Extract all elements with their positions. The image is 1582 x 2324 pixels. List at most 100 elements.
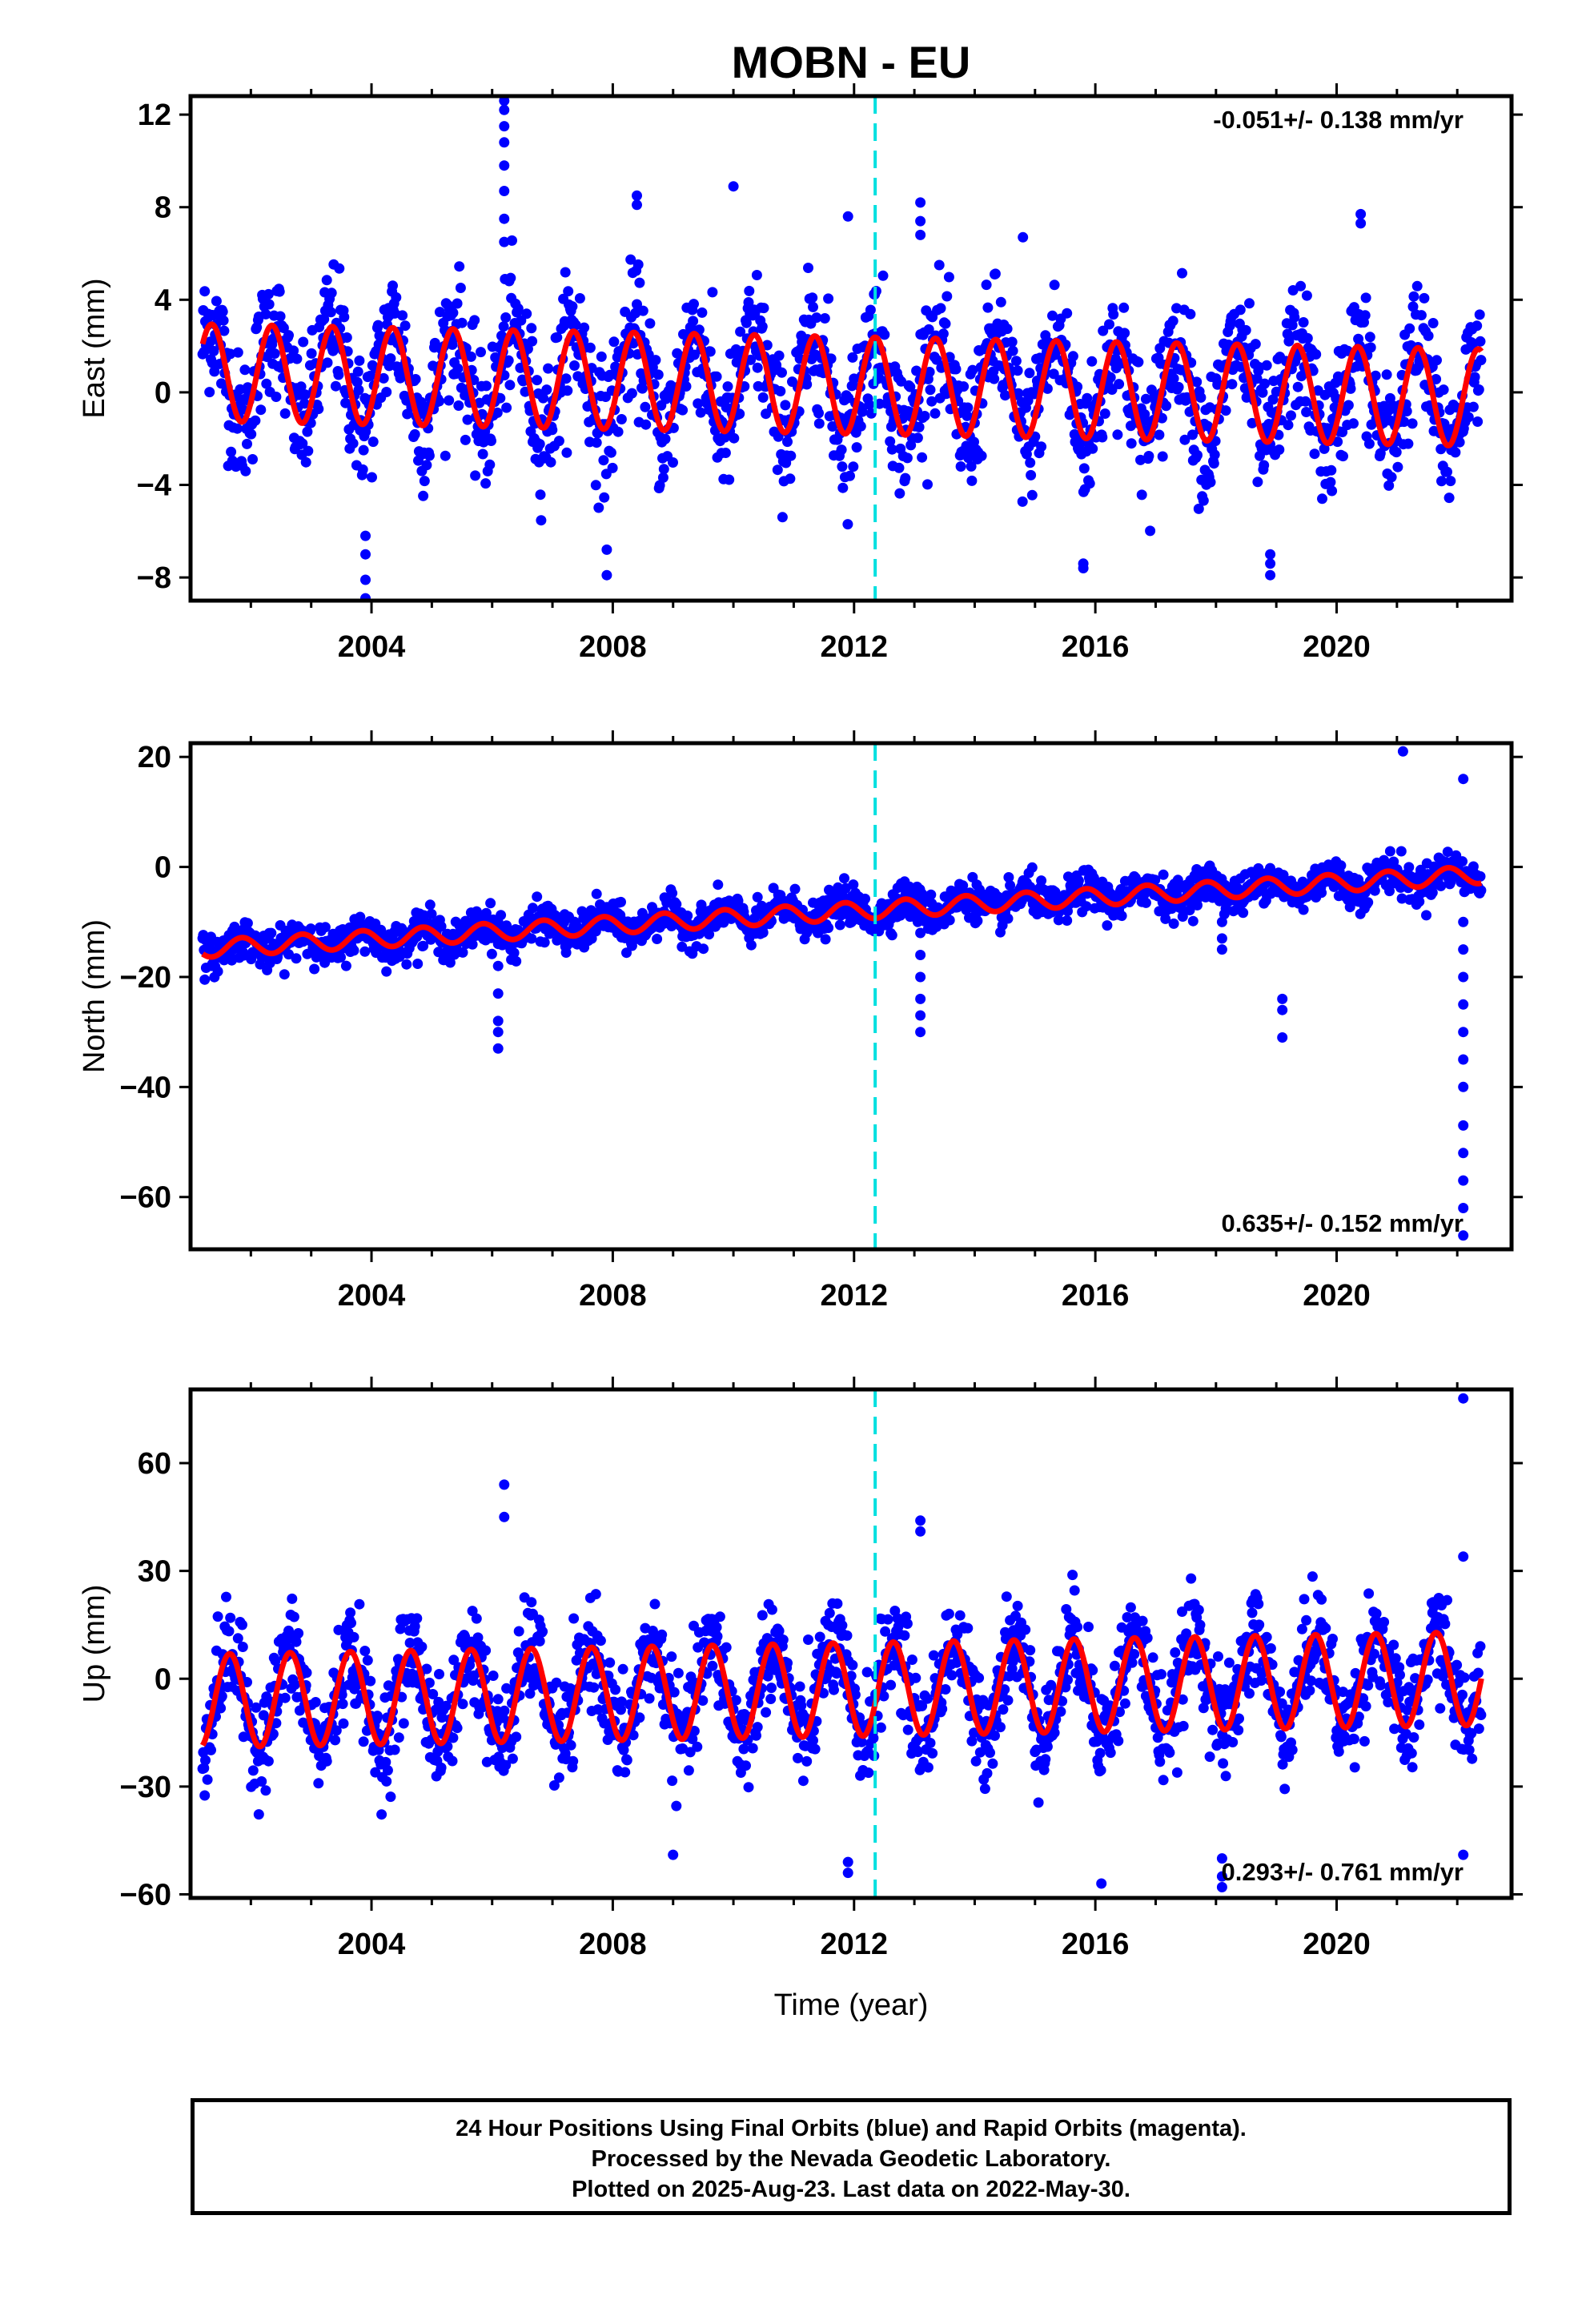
data-point (863, 1767, 874, 1779)
outlier-point (601, 544, 612, 555)
data-point (1252, 476, 1263, 488)
data-point (824, 1607, 835, 1618)
outlier-point (1458, 1081, 1469, 1092)
data-point (477, 448, 488, 460)
x-tick-label: 2020 (1303, 630, 1371, 664)
data-point (434, 307, 445, 318)
data-point (860, 893, 870, 904)
data-point (950, 364, 962, 375)
data-point (734, 408, 745, 420)
data-point (621, 1755, 632, 1766)
data-point (471, 1613, 482, 1624)
data-point (912, 432, 923, 444)
data-point (574, 293, 585, 304)
y-tick-label: −40 (120, 1071, 171, 1104)
data-point (847, 1659, 858, 1671)
data-point (924, 367, 935, 377)
data-point (535, 489, 546, 501)
data-point (354, 355, 365, 366)
data-point (713, 879, 724, 891)
data-point (946, 1670, 958, 1681)
data-point (868, 1732, 879, 1743)
data-point (1403, 862, 1415, 873)
data-point (569, 360, 580, 371)
data-point (707, 1660, 718, 1671)
data-point (1114, 379, 1125, 390)
data-point (1348, 418, 1359, 429)
data-point (935, 303, 946, 314)
data-point (612, 426, 624, 437)
data-point (470, 470, 481, 481)
data-point (507, 1753, 518, 1764)
data-point (666, 1651, 677, 1663)
data-point (204, 387, 215, 398)
data-point (1274, 444, 1285, 455)
data-point (886, 930, 897, 941)
data-point (1287, 285, 1299, 296)
data-point (1244, 298, 1255, 309)
data-point (381, 966, 392, 977)
data-point (495, 392, 506, 404)
data-point (714, 1611, 725, 1622)
outlier-point (499, 213, 510, 224)
outlier-point (915, 993, 926, 1004)
data-point (453, 400, 464, 411)
data-point (1442, 466, 1452, 477)
data-point (231, 423, 243, 434)
data-point (1062, 915, 1073, 926)
data-point (492, 407, 503, 418)
data-point (561, 447, 572, 458)
data-point (568, 1613, 580, 1624)
data-point (333, 369, 344, 380)
data-point (1140, 393, 1151, 404)
data-point (330, 380, 341, 392)
data-point (1381, 369, 1392, 380)
data-point (837, 461, 848, 472)
data-point (246, 428, 257, 440)
data-point (579, 322, 590, 333)
data-point (1298, 317, 1309, 328)
data-point (412, 959, 424, 969)
data-point (376, 1809, 387, 1820)
data-point (1010, 356, 1022, 367)
data-point (492, 1694, 504, 1705)
data-point (302, 426, 313, 437)
data-point (899, 1630, 910, 1641)
outlier-point (1355, 208, 1367, 219)
data-point (484, 459, 496, 470)
data-point (1472, 416, 1484, 427)
data-point (202, 1774, 213, 1785)
data-point (841, 1630, 853, 1641)
outlier-point (1265, 549, 1276, 560)
data-point (526, 933, 537, 944)
data-point (424, 899, 436, 911)
data-point (940, 1684, 951, 1695)
data-point (632, 299, 642, 310)
data-point (743, 297, 754, 308)
data-point (476, 347, 486, 358)
data-point (608, 336, 620, 348)
y-tick-label: 0 (155, 376, 171, 410)
data-point (1301, 290, 1312, 301)
data-point (697, 307, 708, 318)
data-point (745, 354, 757, 365)
data-point (775, 386, 786, 396)
data-point (893, 462, 905, 473)
outlier-point (915, 197, 926, 208)
data-point (526, 1597, 537, 1608)
data-point (447, 1755, 458, 1767)
data-point (261, 378, 272, 389)
data-point (1143, 451, 1154, 461)
data-point (348, 1631, 359, 1642)
outlier-point (492, 988, 504, 999)
data-point (371, 1711, 383, 1722)
data-point (313, 404, 324, 415)
data-point (330, 1735, 341, 1746)
data-point (567, 301, 578, 312)
data-point (777, 367, 787, 378)
data-point (200, 1755, 211, 1766)
data-point (910, 1672, 921, 1683)
data-point (1102, 920, 1113, 931)
data-point (283, 330, 294, 341)
data-point (650, 355, 661, 366)
